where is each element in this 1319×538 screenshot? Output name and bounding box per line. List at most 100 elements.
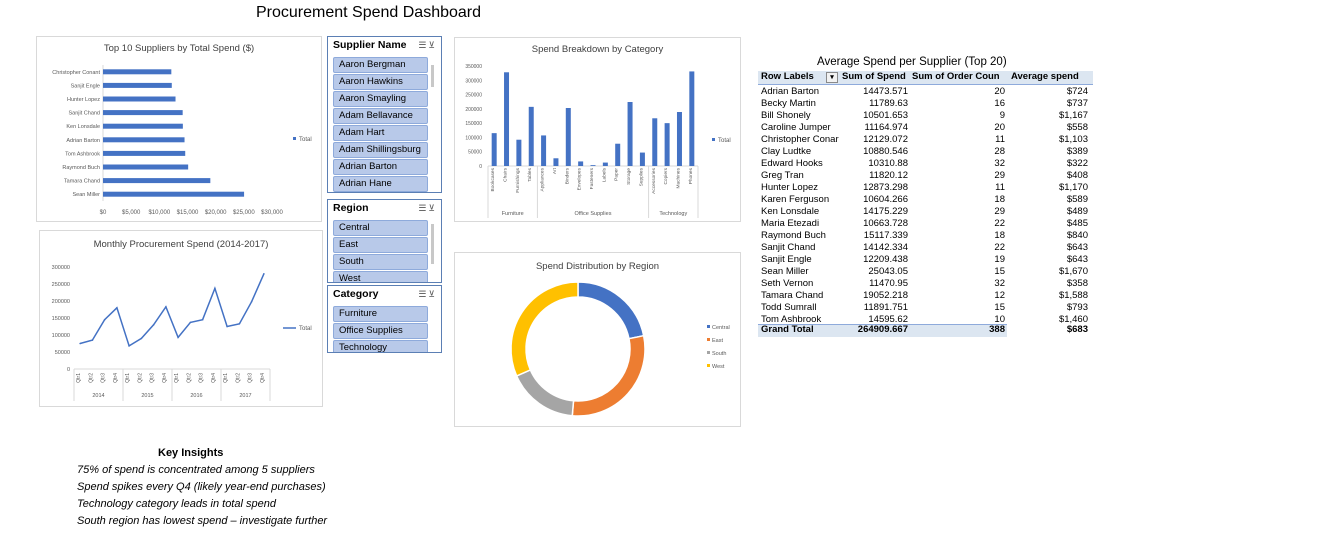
legend-label: Total <box>718 138 731 144</box>
average-spend-cell: $737 <box>1066 98 1088 109</box>
y-tick-label: 50000 <box>468 150 482 156</box>
spend-cell: 11891.751 <box>863 302 908 313</box>
category-spend-chart[interactable]: Spend Breakdown by Category 0 50000 100000… <box>454 37 741 222</box>
supplier-cell: Maria Etezadi <box>761 218 820 229</box>
order-count-cell: 10 <box>994 314 1005 325</box>
bar <box>103 150 186 156</box>
category-slicer[interactable]: Category ☰⊻ Furniture Office Supplies Te… <box>327 285 442 353</box>
x-tick-label: Bookcases <box>490 167 496 191</box>
average-spend-cell: $643 <box>1066 254 1088 265</box>
x-tick-label: Qtr2 <box>186 373 192 383</box>
order-count-cell: 15 <box>994 266 1005 277</box>
slicer-item-west[interactable]: West <box>333 271 428 282</box>
table-row: Greg Tran 11820.12 29 $408 <box>758 170 1093 182</box>
bar <box>504 72 510 166</box>
category-spend-chart-title: Spend Breakdown by Category <box>531 44 664 55</box>
region-slicer-title: Region <box>333 202 369 214</box>
clear-filter-icon[interactable]: ⊻ <box>428 289 437 299</box>
slicer-item-adam-shillingsburg[interactable]: Adam Shillingsburg <box>333 142 428 158</box>
y-tick-label: 200000 <box>52 299 70 305</box>
x-tick-label: Qtr3 <box>248 373 254 383</box>
legend-swatch <box>707 364 710 367</box>
x-tick-label: Qtr4 <box>113 373 119 383</box>
x-tick-label: Labels <box>601 167 607 182</box>
region-distribution-chart[interactable]: Spend Distribution by Region Central East… <box>454 252 741 427</box>
slicer-item-south[interactable]: South <box>333 254 428 270</box>
x-tick-label: $10,000 <box>148 210 170 216</box>
top-suppliers-chart[interactable]: Top 10 Suppliers by Total Spend ($) $0 $5… <box>36 36 322 222</box>
slicer-item-adrian-hane[interactable]: Adrian Hane <box>333 176 428 192</box>
table-row: Bill Shonely 10501.653 9 $1,167 <box>758 110 1093 122</box>
bar <box>491 133 497 166</box>
order-count-cell: 11 <box>995 182 1005 193</box>
y-tick-label: 250000 <box>465 93 482 99</box>
slicer-item-adrian-barton[interactable]: Adrian Barton <box>333 159 428 175</box>
legend-label: Total <box>299 326 312 332</box>
bar <box>602 162 608 166</box>
average-spend-cell: $1,460 <box>1058 314 1088 325</box>
slicer-item-office-supplies[interactable]: Office Supplies <box>333 323 428 339</box>
monthly-spend-chart[interactable]: Monthly Procurement Spend (2014-2017) 0 5… <box>39 230 323 407</box>
x-tick-label: Qtr3 <box>101 373 107 383</box>
region-slicer[interactable]: Region ☰⊻ Central East South West <box>327 199 442 283</box>
table-row: Ken Lonsdale 14175.229 29 $489 <box>758 206 1093 218</box>
donut-slice <box>515 368 575 417</box>
supplier-slicer-scrollbar[interactable] <box>431 65 434 87</box>
bar <box>652 118 658 166</box>
multi-select-icon[interactable]: ☰ <box>418 40 429 50</box>
spend-cell: 10880.546 <box>863 146 908 157</box>
order-count-cell: 11 <box>995 134 1005 145</box>
slicer-item-furniture[interactable]: Furniture <box>333 306 428 322</box>
region-distribution-chart-plot: Central East South West <box>510 281 730 417</box>
multi-select-icon[interactable]: ☰ <box>418 289 429 299</box>
x-tick-label: Appliances <box>540 167 546 191</box>
pivot-header-row: Row Labels ▾ Sum of Spend Sum of Order C… <box>758 71 1093 85</box>
spend-cell: 12873.298 <box>863 182 908 193</box>
bar <box>627 102 633 166</box>
order-count-cell: 29 <box>994 170 1005 181</box>
slicer-item-central[interactable]: Central <box>333 220 428 236</box>
bar <box>103 164 189 170</box>
y-tick-label: 250000 <box>52 282 70 288</box>
pivot-title: Average Spend per Supplier (Top 20) <box>817 56 1007 68</box>
bar <box>528 106 534 166</box>
multi-select-icon[interactable]: ☰ <box>418 203 429 213</box>
y-tick-label: 150000 <box>465 121 482 127</box>
average-spend-cell: $389 <box>1066 146 1088 157</box>
average-spend-cell: $1,103 <box>1058 134 1088 145</box>
donut-slice <box>571 334 646 417</box>
average-spend-cell: $840 <box>1066 230 1088 241</box>
slicer-item-adam-hart[interactable]: Adam Hart <box>333 125 428 141</box>
slicer-item-aaron-smayling[interactable]: Aaron Smayling <box>333 91 428 107</box>
spend-cell: 19052.218 <box>863 290 908 301</box>
row-labels-filter-icon[interactable]: ▾ <box>826 72 838 83</box>
data-point <box>140 337 143 340</box>
average-spend-cell: $358 <box>1066 278 1088 289</box>
x-tick-label: Qtr3 <box>150 373 156 383</box>
data-point <box>116 307 118 309</box>
slicer-item-aaron-bergman[interactable]: Aaron Bergman <box>333 57 428 73</box>
legend-label: West <box>712 364 725 370</box>
legend-swatch <box>293 137 296 140</box>
grand-total-spend: 264909.667 <box>857 324 908 335</box>
clear-filter-icon[interactable]: ⊻ <box>428 203 437 213</box>
order-count-cell: 29 <box>994 206 1005 217</box>
region-slicer-scrollbar[interactable] <box>431 224 434 264</box>
supplier-cell: Adrian Barton <box>761 86 820 97</box>
region-distribution-chart-title: Spend Distribution by Region <box>535 261 660 272</box>
bar <box>103 96 176 102</box>
supplier-cell: Todd Sumrall <box>761 302 817 313</box>
x-tick-label: $20,000 <box>205 210 227 216</box>
average-spend-cell: $485 <box>1066 218 1088 229</box>
supplier-slicer[interactable]: Supplier Name ☰⊻ Aaron Bergman Aaron Haw… <box>327 36 442 193</box>
order-count-cell: 22 <box>994 218 1005 229</box>
slicer-item-adam-bellavance[interactable]: Adam Bellavance <box>333 108 428 124</box>
clear-filter-icon[interactable]: ⊻ <box>428 40 437 50</box>
slicer-item-east[interactable]: East <box>333 237 428 253</box>
average-spend-cell: $1,670 <box>1058 266 1088 277</box>
slicer-item-aaron-hawkins[interactable]: Aaron Hawkins <box>333 74 428 90</box>
bar <box>553 158 559 166</box>
supplier-cell: Caroline Jumper <box>761 122 831 133</box>
slicer-item-technology[interactable]: Technology <box>333 340 428 352</box>
table-row: Seth Vernon 11470.95 32 $358 <box>758 278 1093 290</box>
